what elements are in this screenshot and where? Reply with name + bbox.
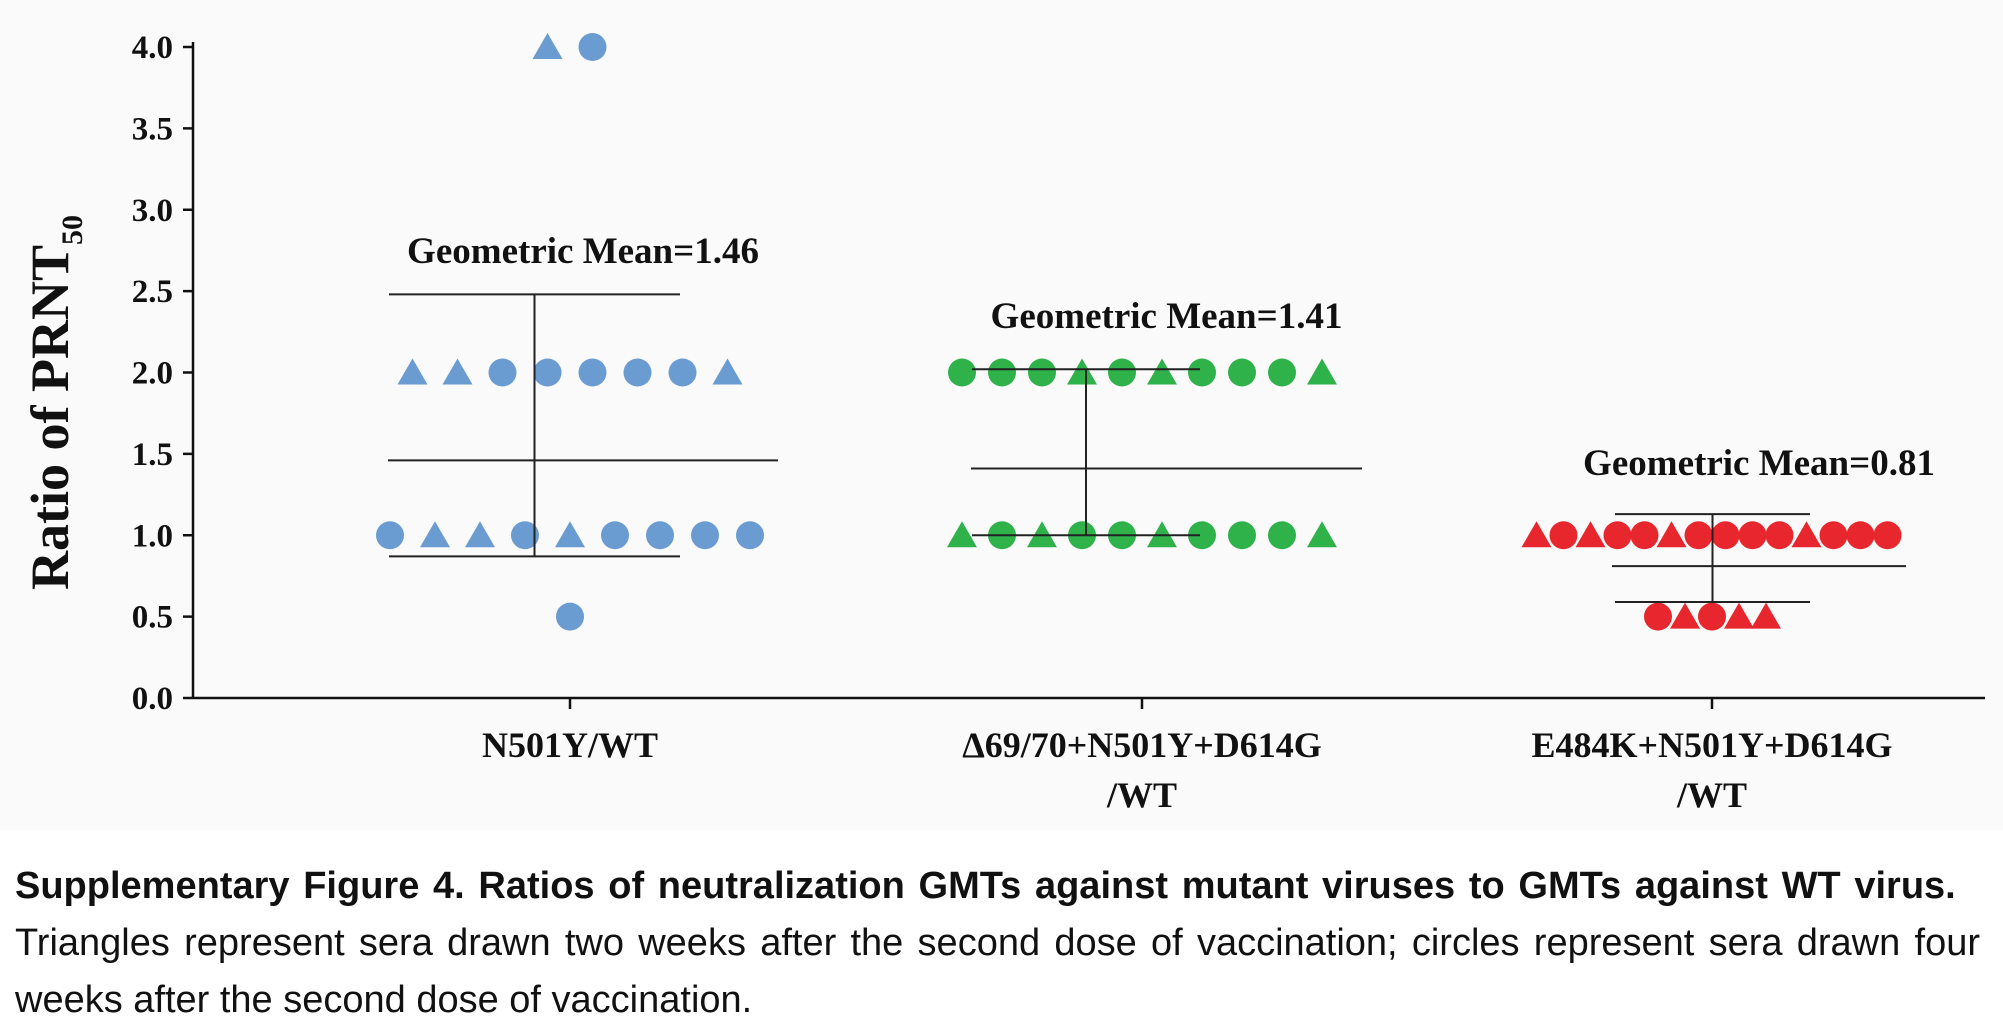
circle-point (1268, 358, 1296, 387)
circle-point (1698, 602, 1726, 631)
circle-point (691, 521, 719, 550)
triangle-point (1147, 358, 1177, 385)
caption-text: Triangles represent sera drawn two weeks… (15, 922, 1980, 1021)
circle-point (1268, 521, 1296, 550)
y-tick-label: 0.5 (132, 600, 173, 636)
circle-point (488, 358, 517, 387)
triangle-point (1656, 521, 1687, 548)
circle-point (376, 521, 404, 550)
x-category-label: Δ69/70+N501Y+D614G (962, 725, 1322, 765)
circle-point (578, 33, 607, 61)
triangle-point (1724, 602, 1754, 629)
circle-point (1028, 358, 1056, 387)
circle-point (1188, 521, 1216, 550)
circle-point (578, 358, 607, 387)
triangle-point (1791, 521, 1822, 548)
triangle-point (532, 33, 563, 59)
circle-point (1644, 602, 1672, 631)
triangle-point (397, 358, 428, 385)
triangle-point (1670, 602, 1700, 629)
circle-point (1188, 358, 1216, 387)
circle-point (1846, 521, 1875, 550)
geometric-mean-label: Geometric Mean=1.41 (991, 296, 1343, 337)
x-category-label: /WT (1676, 775, 1747, 815)
y-tick-label: 0.0 (132, 681, 173, 717)
triangle-point (947, 521, 977, 548)
x-category-label: N501Y/WT (482, 725, 658, 765)
circle-point (1711, 521, 1740, 550)
x-category-label: E484K+N501Y+D614G (1531, 725, 1892, 765)
circle-point (1549, 521, 1578, 550)
circle-point (556, 602, 584, 631)
triangle-point (1521, 521, 1552, 548)
y-tick-label: 4.0 (132, 30, 173, 66)
circle-point (533, 358, 562, 387)
triangle-point (420, 521, 450, 548)
circle-point (511, 521, 539, 550)
triangle-point (555, 521, 585, 548)
chart: 0.0 0.5 1.0 1.5 2.0 2.5 3.0 3.5 4.0 N501Y/WT Δ69/7… (20, 30, 1985, 815)
triangle-point (1307, 521, 1337, 548)
triangle-point (1067, 358, 1097, 385)
circle-point (1765, 521, 1794, 550)
circle-point (1228, 358, 1256, 387)
triangle-point (465, 521, 495, 548)
circle-point (1108, 358, 1136, 387)
y-axis-label: Ratio of PRNT50 (20, 215, 89, 590)
geometric-mean-label: Geometric Mean=1.46 (407, 231, 759, 272)
circle-point (736, 521, 764, 550)
figure-caption: Supplementary Figure 4. Ratios of neutra… (15, 858, 1980, 1029)
y-tick-label: 2.0 (132, 356, 173, 392)
y-tick-label: 3.5 (132, 111, 173, 147)
circle-point (1603, 521, 1632, 550)
axes: 0.0 0.5 1.0 1.5 2.0 2.5 3.0 3.5 4.0 N501Y/WT Δ69/7… (132, 30, 1985, 815)
circle-point (1819, 521, 1848, 550)
triangle-point (1307, 358, 1337, 385)
triangle-point (1751, 602, 1781, 629)
triangle-point (1575, 521, 1606, 548)
x-category-label: /WT (1106, 775, 1177, 815)
circle-point (1228, 521, 1256, 550)
geometric-mean-bars: Geometric Mean=1.46 Geometric Mean=1.41 Ge… (388, 231, 1935, 603)
circle-point (1684, 521, 1713, 550)
triangle-point (442, 358, 473, 385)
triangle-point (712, 358, 743, 385)
circle-point (623, 358, 652, 387)
circle-point (601, 521, 629, 550)
y-tick-label: 1.0 (132, 518, 173, 554)
circle-point (646, 521, 674, 550)
circle-point (1630, 521, 1659, 550)
circle-point (668, 358, 697, 387)
circle-point (1873, 521, 1902, 550)
circle-point (948, 358, 976, 387)
caption-title: Supplementary Figure 4. Ratios of neutra… (15, 865, 1956, 907)
geometric-mean-label: Geometric Mean=0.81 (1583, 443, 1935, 484)
circle-point (1738, 521, 1767, 550)
y-tick-label: 1.5 (132, 437, 173, 473)
circle-point (988, 358, 1016, 387)
y-tick-label: 2.5 (132, 274, 173, 310)
y-tick-label: 3.0 (132, 193, 173, 229)
